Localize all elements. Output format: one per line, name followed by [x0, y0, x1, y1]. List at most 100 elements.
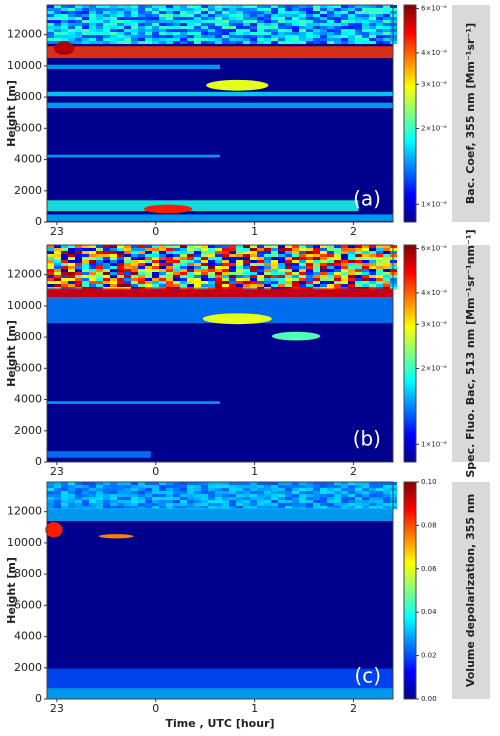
heatmap-cell	[124, 488, 131, 491]
heatmap-cell	[271, 500, 278, 503]
heatmap-cell	[61, 482, 68, 485]
heatmap-cell	[117, 20, 124, 23]
heatmap-cell	[341, 14, 348, 17]
heatmap-cell	[89, 266, 96, 269]
heatmap-cell	[54, 5, 61, 8]
heatmap-cell	[131, 506, 138, 509]
heatmap-cell	[166, 41, 173, 44]
heatmap-cell	[89, 500, 96, 503]
heatmap-cell	[152, 254, 159, 257]
heatmap-cell	[68, 245, 75, 248]
heatmap-cell	[348, 254, 355, 257]
heatmap-cell	[243, 20, 250, 23]
heatmap-cell	[257, 251, 264, 254]
heatmap-cell	[159, 257, 166, 260]
x-tick-label: 23	[50, 225, 64, 238]
heatmap-cell	[355, 281, 362, 284]
heatmap-cell	[201, 278, 208, 281]
heatmap-cell	[222, 245, 229, 248]
heatmap-cell	[278, 38, 285, 41]
heatmap-cell	[278, 260, 285, 263]
heatmap-cell	[362, 41, 369, 44]
heatmap-cell	[47, 269, 54, 272]
heatmap-cell	[138, 263, 145, 266]
heatmap-cell	[61, 257, 68, 260]
heatmap-cell	[257, 38, 264, 41]
heatmap-cell	[250, 251, 257, 254]
heatmap-cell	[54, 488, 61, 491]
heatmap-cell	[138, 500, 145, 503]
heatmap-cell	[145, 503, 152, 506]
heatmap-cell	[82, 32, 89, 35]
colorbar-tick-label: 1×10⁻⁶	[421, 200, 447, 208]
heatmap-cell	[124, 248, 131, 251]
heatmap-cell	[285, 284, 292, 287]
heatmap-cell	[152, 20, 159, 23]
heatmap-cell	[75, 251, 82, 254]
heatmap-cell	[222, 266, 229, 269]
heatmap-cell	[348, 488, 355, 491]
y-tick-label: 4000	[14, 393, 42, 406]
heatmap-cell	[47, 506, 54, 509]
heatmap-cell	[138, 260, 145, 263]
heatmap-cell	[131, 263, 138, 266]
heatmap-cell	[285, 263, 292, 266]
heatmap-cell	[110, 257, 117, 260]
heatmap-cell	[362, 29, 369, 32]
heatmap-cell	[131, 488, 138, 491]
heatmap-cell	[215, 482, 222, 485]
heatmap-cell	[82, 8, 89, 11]
heatmap-cell	[208, 11, 215, 14]
heatmap-cell	[250, 17, 257, 20]
heatmap-cell	[96, 41, 103, 44]
heatmap-cell	[75, 278, 82, 281]
heatmap-cell	[138, 506, 145, 509]
heatmap-cell	[215, 8, 222, 11]
heatmap-cell	[89, 485, 96, 488]
heatmap-cell	[362, 35, 369, 38]
heatmap-cell	[187, 281, 194, 284]
heatmap-feature	[45, 522, 63, 538]
heatmap-cell	[243, 17, 250, 20]
heatmap-cell	[306, 272, 313, 275]
heatmap-cell	[236, 32, 243, 35]
heatmap-cell	[306, 248, 313, 251]
heatmap-cell	[61, 272, 68, 275]
heatmap-cell	[334, 38, 341, 41]
heatmap-cell	[383, 272, 390, 275]
heatmap-cell	[320, 14, 327, 17]
heatmap-cell	[313, 503, 320, 506]
heatmap-cell	[264, 17, 271, 20]
heatmap-cell	[124, 38, 131, 41]
heatmap-cell	[362, 491, 369, 494]
heatmap-cell	[285, 38, 292, 41]
heatmap-cell	[292, 248, 299, 251]
heatmap-cell	[110, 23, 117, 26]
heatmap-cell	[299, 506, 306, 509]
heatmap-cell	[96, 260, 103, 263]
heatmap-cell	[75, 272, 82, 275]
heatmap-cell	[215, 269, 222, 272]
heatmap-cell	[376, 254, 383, 257]
heatmap-layer	[47, 102, 393, 109]
panel-annotation: (b)	[353, 427, 381, 451]
heatmap-cell	[299, 482, 306, 485]
heatmap-cell	[180, 254, 187, 257]
heatmap-cell	[103, 11, 110, 14]
heatmap-cell	[264, 272, 271, 275]
heatmap-cell	[68, 38, 75, 41]
heatmap-cell	[313, 245, 320, 248]
heatmap-cell	[376, 488, 383, 491]
heatmap-cell	[208, 500, 215, 503]
heatmap-cell	[187, 248, 194, 251]
heatmap-cell	[54, 485, 61, 488]
heatmap-cell	[278, 248, 285, 251]
heatmap-cell	[376, 257, 383, 260]
heatmap-cell	[271, 503, 278, 506]
heatmap-cell	[82, 257, 89, 260]
heatmap-cell	[285, 269, 292, 272]
heatmap-cell	[82, 266, 89, 269]
heatmap-cell	[89, 281, 96, 284]
heatmap-cell	[47, 8, 54, 11]
heatmap-cell	[54, 14, 61, 17]
